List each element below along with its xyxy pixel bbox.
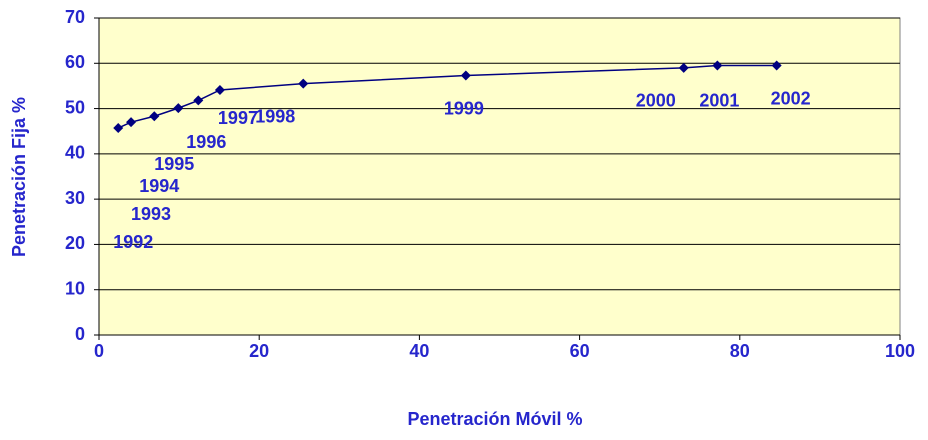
point-label: 1997 xyxy=(218,108,258,128)
point-label: 1995 xyxy=(154,154,194,174)
x-axis-title: Penetración Móvil % xyxy=(407,409,582,429)
x-tick-label: 0 xyxy=(94,341,104,361)
x-tick-label: 40 xyxy=(409,341,429,361)
point-marker xyxy=(113,123,124,134)
point-label: 1992 xyxy=(113,232,153,252)
point-marker xyxy=(126,117,137,128)
point-label: 2000 xyxy=(636,91,676,111)
point-label: 1993 xyxy=(131,204,171,224)
point-label: 1994 xyxy=(139,176,179,196)
x-tick-label: 80 xyxy=(730,341,750,361)
y-tick-label: 30 xyxy=(65,188,85,208)
point-marker xyxy=(193,95,204,106)
point-label: 1999 xyxy=(444,98,484,118)
point-marker xyxy=(173,103,184,114)
point-label: 1996 xyxy=(186,132,226,152)
x-tick-label: 20 xyxy=(249,341,269,361)
y-tick-label: 10 xyxy=(65,278,85,298)
point-marker xyxy=(712,60,723,71)
x-tick-label: 60 xyxy=(570,341,590,361)
y-tick-label: 50 xyxy=(65,97,85,117)
point-label: 2001 xyxy=(699,90,739,110)
point-marker xyxy=(771,60,782,71)
plot-area xyxy=(98,17,901,336)
point-marker xyxy=(214,85,225,96)
y-axis-title: Penetración Fija % xyxy=(9,97,29,257)
y-tick-label: 70 xyxy=(65,7,85,27)
y-tick-label: 60 xyxy=(65,52,85,72)
point-marker xyxy=(298,78,309,89)
point-marker xyxy=(149,111,160,122)
y-tick-label: 40 xyxy=(65,143,85,163)
y-tick-label: 0 xyxy=(75,324,85,344)
y-tick-label: 20 xyxy=(65,233,85,253)
point-label: 2002 xyxy=(771,88,811,108)
x-tick-label: 100 xyxy=(885,341,915,361)
point-label: 1998 xyxy=(255,106,295,126)
point-marker xyxy=(678,62,689,73)
point-marker xyxy=(460,70,471,81)
